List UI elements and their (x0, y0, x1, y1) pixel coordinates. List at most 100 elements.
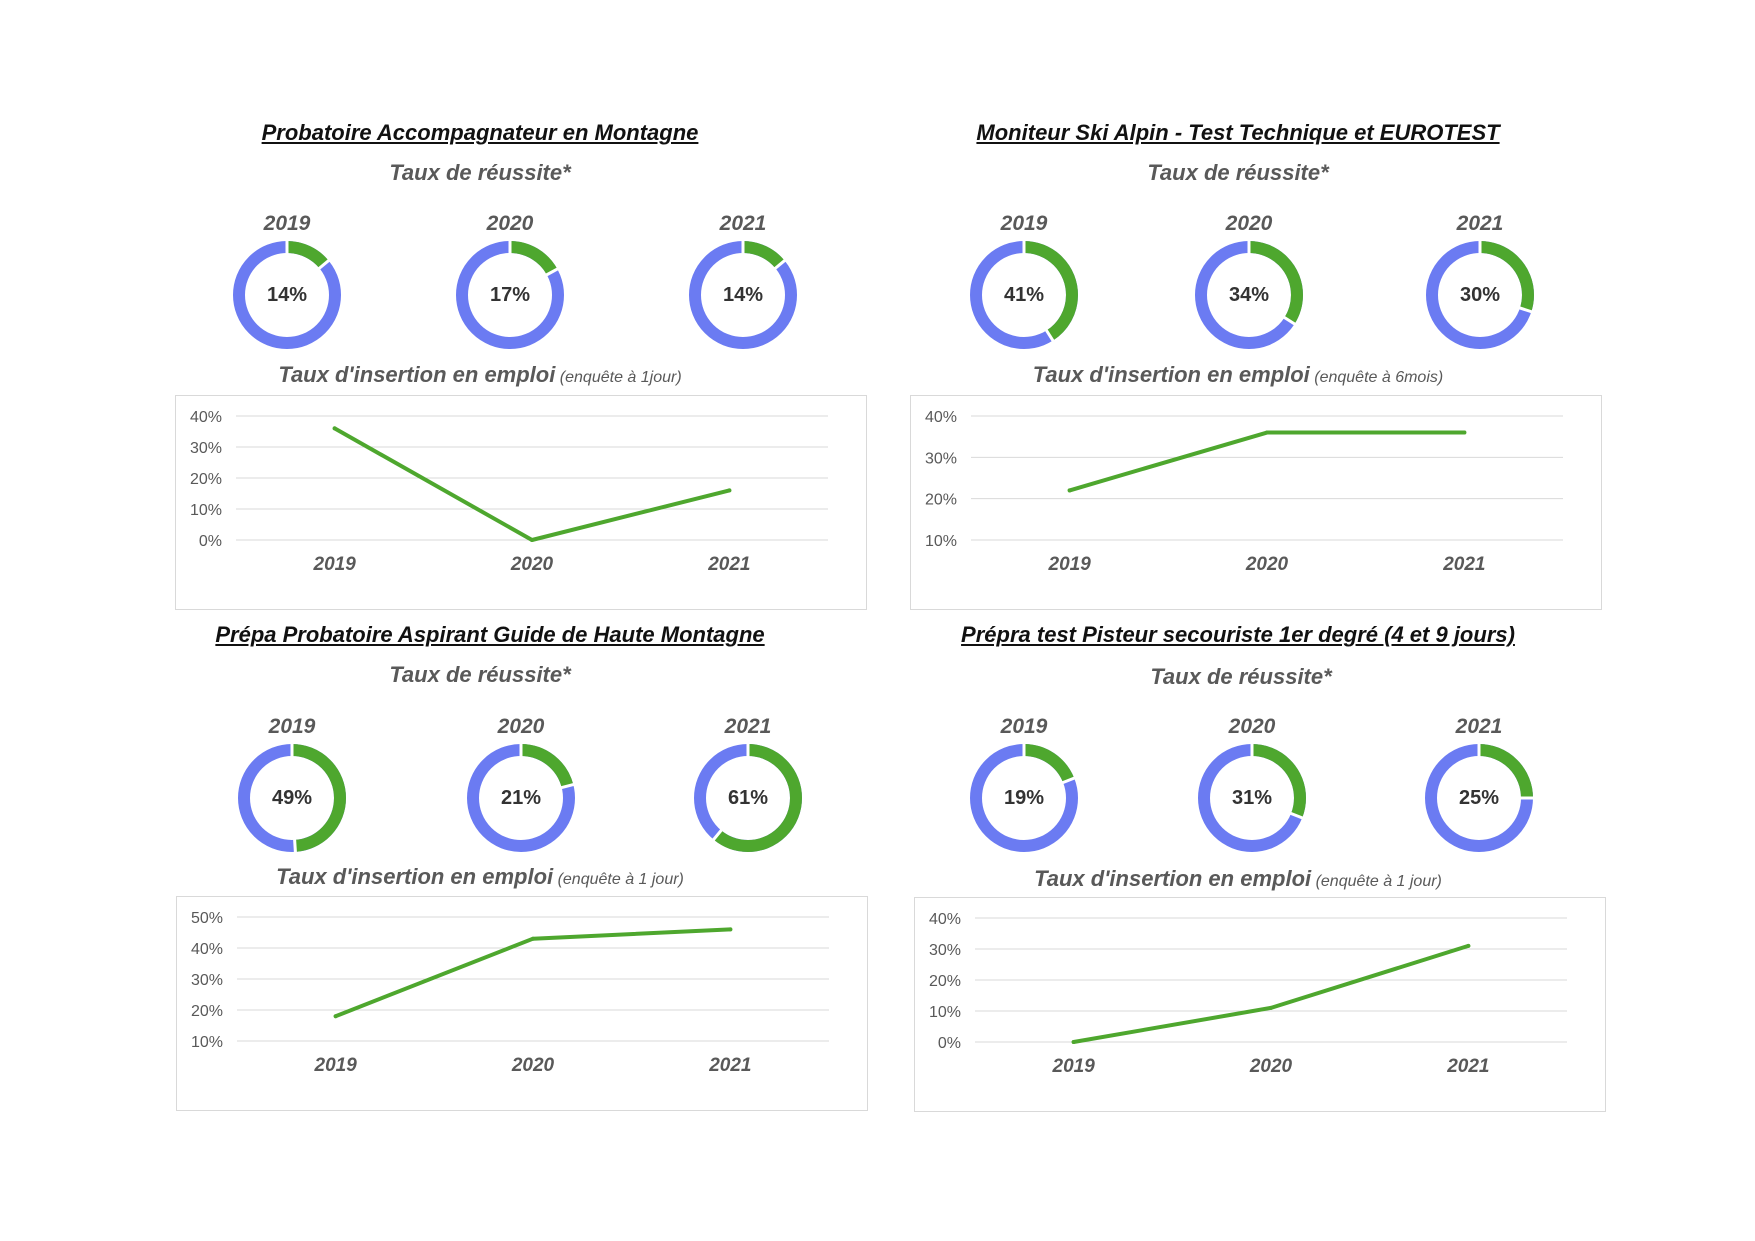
y-tick-label: 40% (925, 409, 957, 426)
donut-ring (1426, 240, 1534, 349)
donut-2019: 2019 41% (959, 212, 1089, 362)
donut-value: 41% (1003, 283, 1045, 306)
data-point (332, 426, 337, 431)
x-tick-label: 2021 (1442, 554, 1485, 575)
y-tick-label: 30% (190, 440, 222, 457)
donut-2019: 2019 14% (222, 212, 352, 362)
panel-title: Probatoire Accompagnateur en Montagne (261, 120, 699, 145)
donut-separator (1282, 315, 1297, 326)
donut-value: 21% (500, 786, 542, 809)
y-tick-label: 20% (191, 1003, 223, 1020)
insertion-title: Taux d'insertion en emploi (enquête à 1 … (878, 866, 1598, 892)
donut-value: 31% (1231, 786, 1273, 809)
y-tick-label: 40% (191, 941, 223, 958)
insertion-chart: 10% 20% 30% 40% 2019 2020 2021 (910, 395, 1602, 610)
donut-value: 61% (727, 786, 769, 809)
x-tick-label: 2021 (1446, 1056, 1489, 1077)
donut-year: 2021 (1455, 715, 1503, 738)
donut-year: 2020 (1225, 212, 1273, 235)
insertion-chart: 0% 10% 20% 30% 40% 2019 2020 2021 (914, 897, 1606, 1112)
success-rate-title: Taux de réussite* (389, 160, 571, 185)
donut-2020: 2020 21% (456, 715, 586, 865)
donut-ring (694, 743, 802, 852)
y-tick-label: 40% (929, 911, 961, 928)
y-tick-label: 0% (199, 533, 222, 550)
data-point (1462, 430, 1467, 435)
series-line (332, 426, 732, 542)
insertion-note: (enquête à 1jour) (559, 369, 682, 386)
donut-2020: 2020 17% (445, 212, 575, 362)
donut-value: 49% (271, 786, 313, 809)
insertion-title: Taux d'insertion en emploi (enquête à 1 … (120, 864, 840, 890)
data-point (728, 927, 733, 932)
donut-2021: 2021 30% (1415, 212, 1545, 362)
donut-2019: 2019 49% (227, 715, 357, 865)
success-rate-title: Taux de réussite* (1150, 664, 1332, 689)
insertion-note: (enquête à 1 jour) (1315, 873, 1442, 890)
donut-ring (1195, 240, 1303, 349)
panel-aspirant-guide: Prépa Probatoire Aspirant Guide de Haute… (160, 620, 880, 1120)
donut-separator (560, 782, 575, 790)
donut-year: 2019 (263, 212, 311, 235)
donut-year: 2019 (1000, 715, 1048, 738)
success-rate-title: Taux de réussite* (389, 662, 571, 687)
donut-year: 2020 (497, 715, 545, 738)
data-point (1269, 1005, 1273, 1010)
donut-ring (970, 240, 1078, 349)
donut-value: 14% (722, 283, 764, 306)
y-tick-label: 10% (929, 1004, 961, 1021)
donut-2021: 2021 61% (683, 715, 813, 865)
donut-ring (970, 743, 1078, 852)
insertion-label: Taux d'insertion en emploi (276, 864, 554, 889)
donut-separator (317, 258, 331, 271)
insertion-label: Taux d'insertion en emploi (1034, 866, 1312, 891)
donut-separator (1289, 811, 1304, 820)
donut-separator (293, 838, 297, 853)
donut-separator (773, 258, 787, 271)
donut-separator (1061, 776, 1076, 785)
x-tick-label: 2019 (1052, 1056, 1096, 1077)
x-tick-label: 2020 (510, 554, 554, 575)
insertion-title: Taux d'insertion en emploi (enquête à 1j… (120, 362, 840, 388)
series-line (1067, 430, 1467, 493)
y-tick-label: 50% (191, 910, 223, 927)
x-tick-label: 2021 (707, 554, 750, 575)
donut-2020: 2020 31% (1187, 715, 1317, 865)
donut-value: 17% (489, 283, 531, 306)
data-point (333, 1014, 338, 1019)
y-tick-label: 10% (925, 533, 957, 550)
x-tick-label: 2020 (1245, 554, 1289, 575)
donut-ring (689, 240, 797, 349)
data-point (1265, 430, 1269, 435)
donut-value: 25% (1458, 786, 1500, 809)
data-point (1071, 1040, 1076, 1044)
panel-title: Prépra test Pisteur secouriste 1er degré… (961, 622, 1515, 647)
insertion-title: Taux d'insertion en emploi (enquête à 6m… (878, 362, 1598, 388)
donut-ring (1425, 743, 1534, 852)
donut-separator (1518, 306, 1533, 314)
insertion-chart: 10% 20% 30% 40% 50% 2019 2020 2021 (176, 896, 868, 1111)
insertion-label: Taux d'insertion en emploi (278, 362, 556, 387)
donut-value: 34% (1228, 283, 1270, 306)
donut-2021: 2021 14% (678, 212, 808, 362)
donut-year: 2021 (1456, 212, 1504, 235)
panel-pisteur-secouriste: Prépra test Pisteur secouriste 1er degré… (893, 620, 1613, 1120)
donut-separator (545, 267, 559, 277)
panel-title: Moniteur Ski Alpin - Test Technique et E… (976, 120, 1500, 145)
data-point (530, 538, 534, 542)
y-tick-label: 10% (191, 1034, 223, 1051)
donut-separator (711, 828, 724, 842)
y-tick-label: 40% (190, 409, 222, 426)
x-tick-label: 2019 (313, 554, 357, 575)
insertion-line-chart: 0% 10% 20% 30% 40% 2019 2020 2021 (190, 409, 828, 575)
insertion-line-chart: 10% 20% 30% 40% 2019 2020 2021 (925, 409, 1563, 575)
x-tick-label: 2020 (511, 1055, 555, 1076)
success-rate-title: Taux de réussite* (1147, 160, 1329, 185)
data-point (1466, 943, 1471, 948)
data-point (531, 936, 535, 941)
donut-year: 2020 (486, 212, 534, 235)
y-tick-label: 30% (925, 450, 957, 467)
y-tick-label: 10% (190, 502, 222, 519)
y-tick-label: 30% (929, 942, 961, 959)
y-tick-label: 30% (191, 972, 223, 989)
